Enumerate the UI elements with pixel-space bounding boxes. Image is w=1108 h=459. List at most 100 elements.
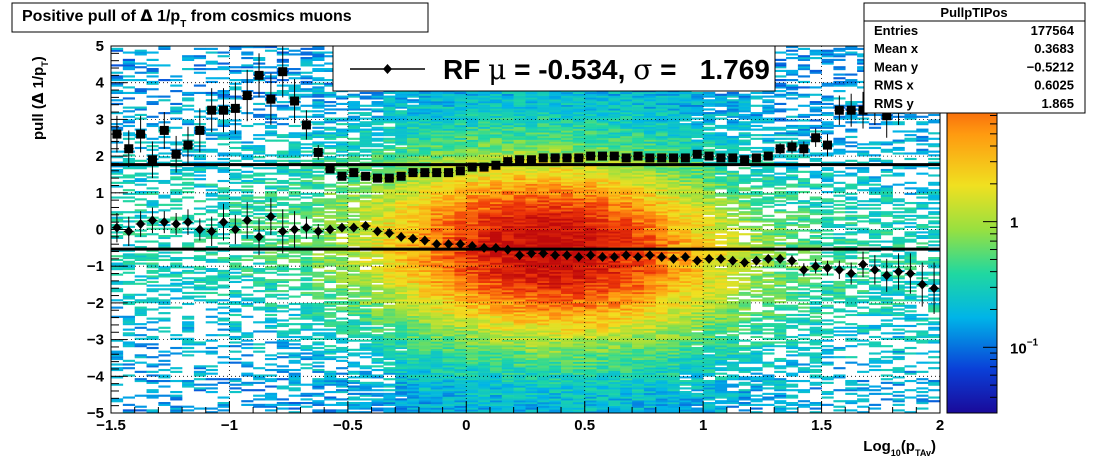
data-point: [621, 250, 631, 261]
data-point: [562, 153, 572, 163]
legend: RF μ = -0.534, σ = 1.769: [332, 45, 776, 92]
data-point: [301, 222, 311, 233]
y-tick-label: 1: [96, 185, 104, 202]
data-point: [159, 217, 169, 228]
data-point: [692, 149, 702, 159]
data-point: [680, 153, 690, 163]
data-point: [136, 129, 146, 139]
data-point: [195, 125, 205, 135]
data-point: [609, 151, 619, 161]
data-point: [455, 239, 465, 250]
y-tick-label: −4: [87, 368, 105, 385]
data-point: [669, 253, 679, 264]
data-point: [254, 231, 264, 242]
profile-markers: [111, 46, 940, 314]
data-point: [372, 173, 382, 183]
data-point: [775, 253, 785, 264]
data-point: [822, 263, 832, 274]
data-point: [704, 151, 714, 161]
data-point: [372, 226, 382, 237]
data-point: [396, 171, 406, 181]
data-point: [136, 218, 146, 229]
data-point: [278, 67, 288, 77]
data-point: [290, 224, 300, 235]
data-point: [420, 168, 430, 178]
data-point: [171, 149, 181, 159]
data-point: [609, 252, 619, 263]
data-point: [550, 250, 560, 261]
data-point: [444, 239, 454, 250]
data-point: [207, 226, 217, 237]
data-point: [408, 233, 418, 244]
data-point: [751, 153, 761, 163]
data-point: [716, 253, 726, 264]
x-tick-label: 0.5: [574, 417, 595, 434]
y-axis-label: pull (Δ 1/pT): [29, 56, 50, 140]
data-point: [811, 133, 821, 143]
series-diamond: [111, 198, 940, 314]
data-point: [574, 252, 584, 263]
data-point: [834, 105, 844, 115]
data-point: [479, 162, 489, 172]
data-point: [325, 164, 335, 174]
data-point: [183, 217, 193, 228]
data-point: [230, 103, 240, 113]
x-tick-label: 1.5: [811, 417, 832, 434]
reference-lines: [111, 163, 940, 251]
data-point: [361, 171, 371, 181]
data-point: [716, 153, 726, 163]
data-point: [444, 168, 454, 178]
data-point: [905, 268, 915, 279]
data-point: [846, 105, 856, 115]
data-point: [467, 241, 477, 252]
data-point: [882, 111, 892, 121]
data-point: [219, 217, 229, 228]
y-tick-label: 3: [96, 111, 104, 128]
data-point: [669, 153, 679, 163]
data-point: [538, 153, 548, 163]
data-point: [586, 151, 596, 161]
data-point: [396, 231, 406, 242]
y-tick-label: 5: [96, 38, 104, 55]
data-point: [242, 91, 252, 101]
data-point: [361, 220, 371, 231]
data-point: [124, 144, 134, 154]
data-point: [479, 242, 489, 253]
x-axis-label: Log10(pTAv): [863, 438, 936, 458]
data-point: [882, 270, 892, 281]
data-point: [455, 166, 465, 176]
data-point: [858, 259, 868, 270]
data-point: [763, 151, 773, 161]
x-tick-label: −1.5: [96, 417, 126, 434]
data-point: [124, 226, 134, 237]
legend-label: RF μ = -0.534, σ = 1.769: [443, 53, 770, 86]
data-point: [432, 239, 442, 250]
data-point: [266, 211, 276, 222]
x-tick-label: 0: [462, 417, 470, 434]
data-point: [147, 155, 157, 165]
stats-label: RMS x: [874, 78, 915, 93]
data-point: [586, 250, 596, 261]
data-point: [325, 224, 335, 235]
data-point: [337, 222, 347, 233]
data-point: [503, 157, 513, 167]
stats-value: 0.6025: [1034, 78, 1074, 93]
stats-label: Mean x: [874, 41, 919, 56]
data-point: [740, 257, 750, 268]
data-point: [503, 244, 513, 255]
x-tick-label: 2: [936, 417, 944, 434]
x-tick-label: 1: [699, 417, 707, 434]
data-point: [432, 168, 442, 178]
data-point: [775, 144, 785, 154]
data-point: [159, 125, 169, 135]
y-tick-label: 0: [96, 222, 104, 239]
data-point: [207, 105, 217, 115]
data-point: [313, 147, 323, 157]
data-point: [894, 266, 904, 277]
y-tick-label: 4: [96, 75, 105, 92]
stats-label: Mean y: [874, 59, 919, 74]
data-point: [562, 250, 572, 261]
data-point: [337, 171, 347, 181]
data-point: [858, 105, 868, 115]
